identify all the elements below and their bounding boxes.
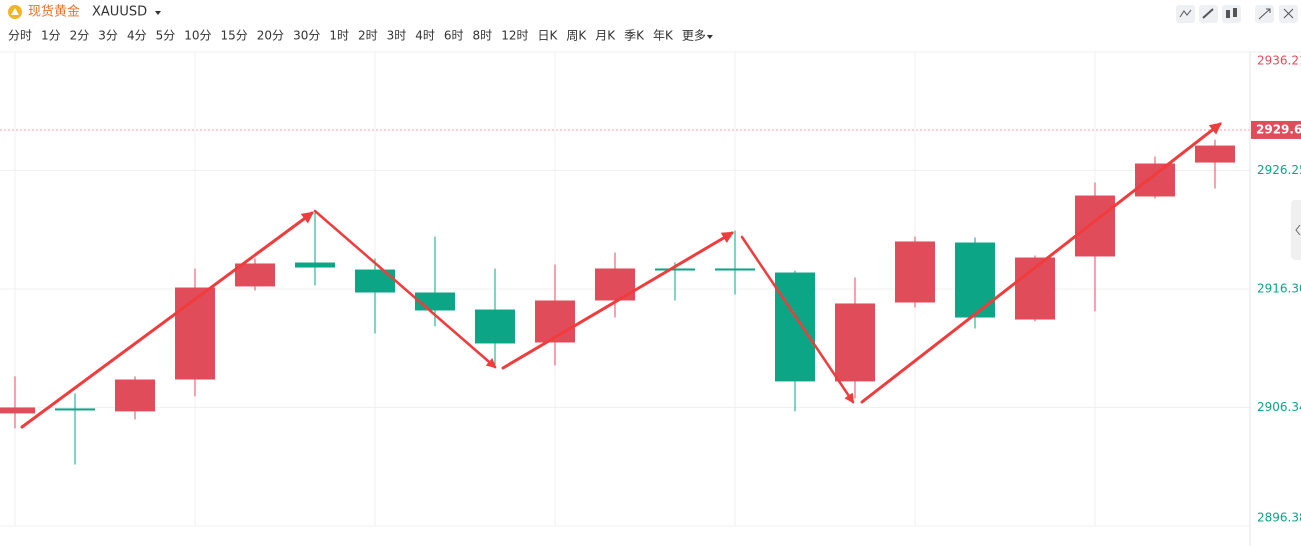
candle-body <box>475 309 515 344</box>
interval-option[interactable]: 3分 <box>98 29 118 43</box>
dropdown-caret <box>155 11 161 15</box>
candle-body <box>535 300 575 343</box>
interval-option[interactable]: 月K <box>595 29 616 43</box>
candle-body <box>295 262 335 268</box>
interval-option[interactable]: 更多 <box>682 29 706 43</box>
interval-option[interactable]: 季K <box>624 29 645 43</box>
y-tick-label: 2906.34 <box>1257 400 1301 414</box>
interval-option[interactable]: 4时 <box>415 29 435 43</box>
candle-body <box>1075 195 1115 257</box>
interval-option[interactable]: 10分 <box>184 29 211 43</box>
interval-option[interactable]: 年K <box>653 29 674 43</box>
icon-glyph <box>1179 9 1192 18</box>
y-tick-label: 2916.30 <box>1257 281 1301 295</box>
icon-glyph <box>1258 8 1271 20</box>
arrow <box>501 231 735 370</box>
current-price-label: 2929.66 <box>1256 122 1301 136</box>
side-tab-glyph <box>1295 224 1301 236</box>
interval-option[interactable]: 1分 <box>41 29 61 43</box>
symbol-name[interactable]: 现货黄金 <box>28 4 80 20</box>
icon-button[interactable] <box>1222 5 1241 23</box>
interval-option[interactable]: 周K <box>566 29 587 43</box>
tool-icons <box>1176 5 1298 23</box>
candle-body <box>715 268 755 271</box>
interval-option[interactable]: 20分 <box>257 29 284 43</box>
candle-body <box>895 241 935 303</box>
symbol-icon-glyph <box>11 8 19 15</box>
arrow <box>860 122 1222 404</box>
trend-arrows <box>20 122 1222 429</box>
candle-body <box>1135 163 1175 197</box>
icon-glyph <box>1226 10 1230 18</box>
candle-body <box>955 242 995 318</box>
icon-glyph <box>1283 8 1294 19</box>
current-price-tag <box>1251 120 1301 139</box>
interval-option[interactable]: 5分 <box>156 29 176 43</box>
interval-option[interactable]: 分时 <box>8 29 32 43</box>
icon-glyph <box>1202 8 1214 19</box>
interval-option[interactable]: 1时 <box>329 29 349 43</box>
candle-body <box>235 263 275 287</box>
interval-bar: 分时 1分 2分 3分 4分 5分 10分 15分 20分 30分 1时 2时 3时 4时 6时 8时 12时日… <box>8 29 713 43</box>
candle-body <box>1195 145 1235 163</box>
interval-option[interactable]: 30分 <box>293 29 320 43</box>
y-tick-label: 2936.21 <box>1257 54 1301 68</box>
candle-body <box>0 407 35 414</box>
candle-body <box>55 408 95 411</box>
dropdown-caret <box>706 35 713 39</box>
arrow <box>313 209 497 369</box>
candle-body <box>775 272 815 382</box>
interval-option[interactable]: 3时 <box>387 29 407 43</box>
arrow <box>740 235 855 404</box>
interval-option[interactable]: 8时 <box>473 29 493 43</box>
icon-glyph <box>1233 8 1237 17</box>
y-tick-label: 2926.25 <box>1257 163 1301 177</box>
interval-option[interactable]: 2时 <box>358 29 378 43</box>
arrow <box>20 211 314 429</box>
candle-body <box>355 269 395 293</box>
candle-body <box>115 379 155 412</box>
interval-option[interactable]: 2分 <box>70 29 90 43</box>
price-axis: 2936.21 2926.25 2916.30 2906.34 2896.38 2929.… <box>1251 54 1301 525</box>
candle-body <box>595 268 635 301</box>
interval-option[interactable]: 日K <box>537 29 558 43</box>
candle-body <box>655 268 695 271</box>
interval-option[interactable]: 6时 <box>444 29 464 43</box>
symbol-code[interactable]: XAUUSD <box>92 5 147 20</box>
y-tick-label: 2896.38 <box>1257 511 1301 525</box>
candle-body <box>835 303 875 382</box>
interval-option[interactable]: 4分 <box>127 29 147 43</box>
interval-option[interactable]: 15分 <box>221 29 248 43</box>
candle-body <box>175 287 215 380</box>
icon-button[interactable] <box>1176 5 1195 23</box>
interval-option[interactable]: 12时 <box>501 29 528 43</box>
